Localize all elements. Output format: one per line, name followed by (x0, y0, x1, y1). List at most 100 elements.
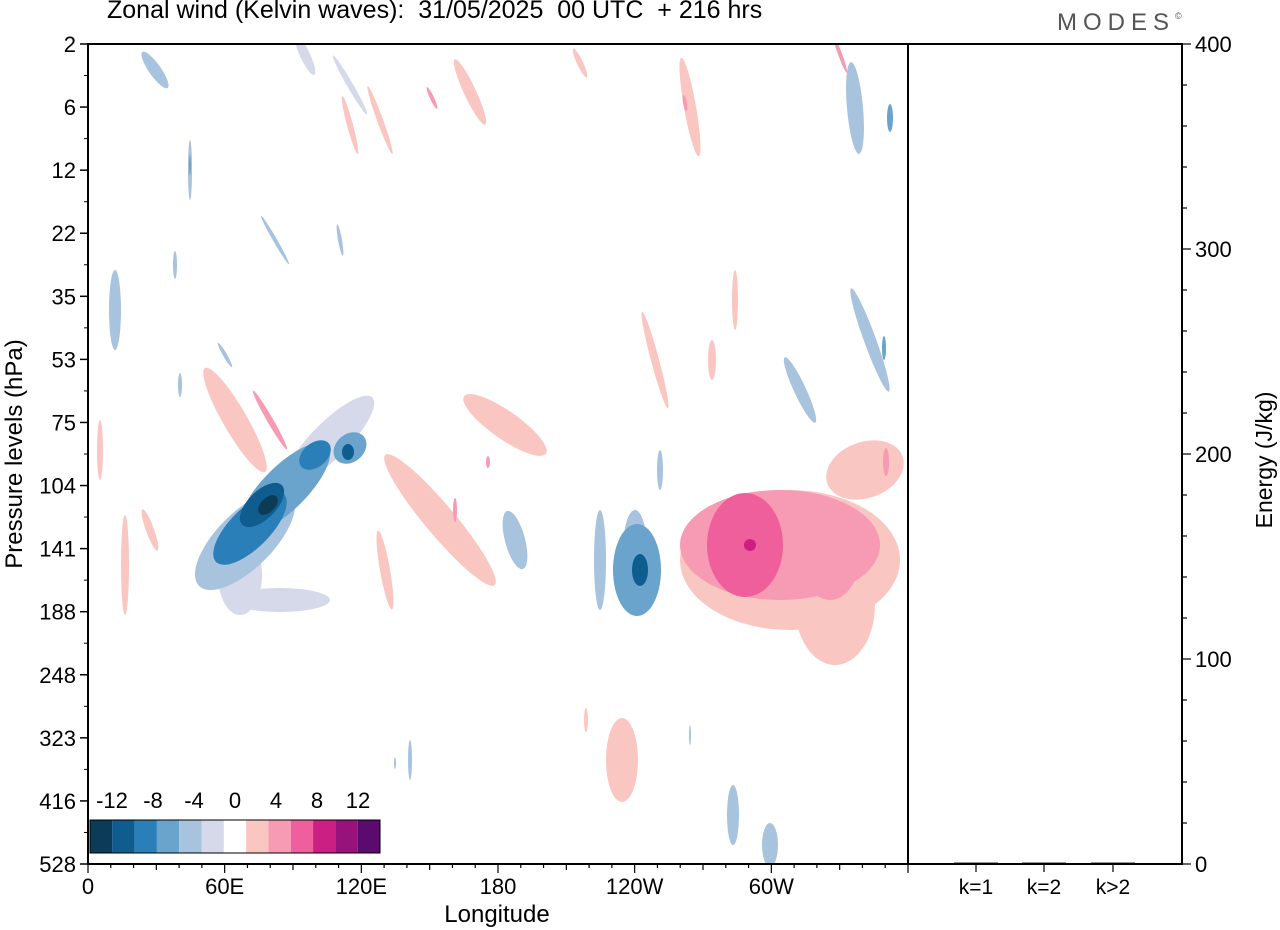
y-tick-label: 104 (39, 474, 76, 499)
colorbar-swatch (134, 820, 157, 853)
x-axis-label: Longitude (444, 901, 549, 928)
contour-patch (708, 340, 716, 380)
contour-patch (88, 72, 104, 118)
energy-category-label: k=1 (959, 876, 993, 899)
contour-patch (641, 311, 669, 409)
contour-patch (732, 270, 738, 330)
contour-patch (602, 45, 618, 75)
contour-patch (96, 162, 100, 178)
colorbar-swatch (335, 820, 358, 853)
x-tick-label: 180 (480, 874, 517, 899)
y-tick-label: 35 (52, 284, 76, 309)
contour-patch (367, 86, 393, 154)
contour-patch (332, 55, 368, 115)
contour-patch (584, 708, 588, 732)
contour-patch (453, 498, 457, 522)
contour-patch (887, 104, 893, 132)
colorbar-swatch (201, 820, 224, 853)
contour-patch (846, 62, 864, 154)
contour-patch (97, 420, 103, 480)
contour-patch (844, 202, 876, 268)
contour-patch (594, 510, 606, 610)
contour-patch (486, 456, 490, 468)
x-tick-label: 0 (82, 874, 94, 899)
contour-patch (453, 59, 487, 125)
contour-patch (109, 270, 121, 350)
colorbar-swatch (156, 820, 180, 853)
energy-tick-label: 0 (1195, 852, 1207, 877)
contour-patch (689, 725, 691, 745)
y-tick-label: 528 (39, 852, 76, 877)
contour-patch (203, 367, 267, 473)
contour-patch (682, 95, 688, 111)
energy-axis-label: Energy (J/kg) (1251, 392, 1277, 529)
contour-patch (98, 183, 102, 207)
colorbar-frame (89, 819, 381, 854)
contour-patch (142, 52, 158, 72)
colorbar-label: -12 (96, 788, 128, 813)
colorbar-swatch (290, 820, 314, 853)
contour-patch (342, 444, 354, 460)
contour-patch (336, 224, 344, 256)
energy-tick-label: 400 (1195, 32, 1232, 57)
contour-patch (882, 336, 886, 360)
contour-patch (632, 554, 648, 586)
y-tick-label: 75 (52, 410, 76, 435)
energy-tick-label: 200 (1195, 442, 1232, 467)
y-tick-label: 188 (39, 600, 76, 625)
contour-patch (407, 76, 433, 124)
y-tick-label: 6 (64, 95, 76, 120)
contour-patch (341, 96, 359, 154)
colorbar-swatch (112, 820, 135, 853)
contour-patch (230, 588, 330, 612)
colorbar-swatch (179, 820, 202, 853)
contour-patch (762, 823, 778, 864)
hovmoller-plot-area (88, 44, 908, 864)
contour-patch (189, 155, 191, 175)
contour-patch (882, 190, 898, 220)
contour-patch (408, 740, 412, 780)
brand-mark: © (1175, 11, 1182, 21)
contour-patch (173, 251, 177, 279)
modes-logo: MODES© (1057, 9, 1182, 37)
contour-patch (800, 510, 860, 600)
contour-patch (426, 87, 438, 109)
contour-patch (783, 357, 817, 423)
contour-patch (376, 530, 394, 610)
colorbar-label: -4 (184, 788, 204, 813)
contour-patch (394, 757, 396, 769)
contour-patch (727, 785, 739, 845)
x-tick-label: 120E (336, 874, 387, 899)
contour-patch (606, 718, 638, 802)
x-tick-label: 120W (606, 874, 664, 899)
contour-patch (258, 495, 278, 515)
contour-patch (182, 58, 218, 118)
y-tick-label: 248 (39, 663, 76, 688)
y-tick-label: 323 (39, 726, 76, 751)
colorbar-label: 8 (311, 788, 323, 813)
contour-patch (252, 390, 288, 450)
colorbar-label: 0 (229, 788, 241, 813)
contour-patch (502, 510, 528, 570)
colorbar-swatch (268, 820, 291, 853)
y-tick-label: 53 (52, 347, 76, 372)
brand-text: MODES (1057, 9, 1176, 36)
y-tick-label: 2 (64, 32, 76, 57)
contour-patch (299, 440, 331, 470)
contour-patch (121, 515, 129, 615)
contour-patch (463, 394, 547, 456)
chart-title: Zonal wind (Kelvin waves): 31/05/2025 00… (107, 0, 763, 24)
contour-patch (744, 539, 756, 551)
contour-patch (141, 509, 159, 551)
energy-frame (907, 43, 1183, 865)
contour-patch (572, 48, 588, 78)
y-axis-label: Pressure levels (hPa) (1, 339, 28, 568)
colorbar-label: -8 (143, 788, 163, 813)
colorbar-swatch (90, 820, 113, 853)
colorbar-swatch (246, 820, 269, 853)
contour-patch (260, 215, 290, 265)
wind-field (88, 44, 904, 864)
contour-patch (679, 57, 701, 157)
